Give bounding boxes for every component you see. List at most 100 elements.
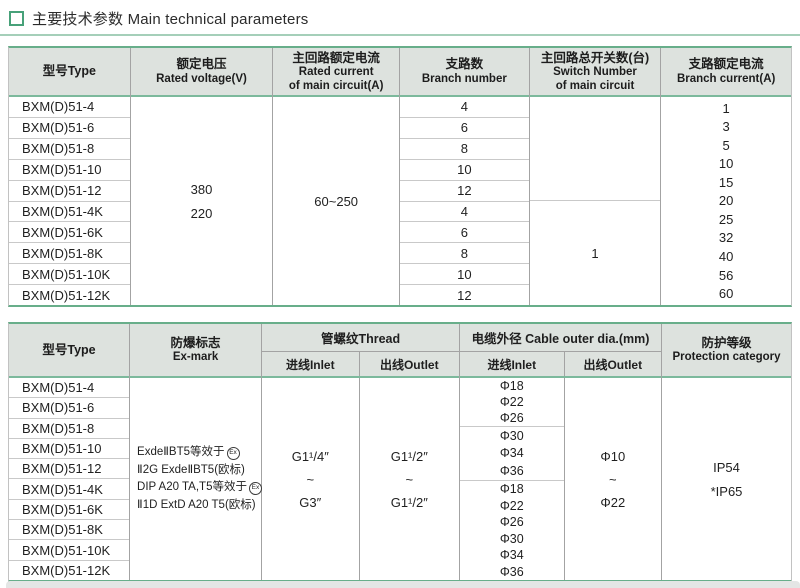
table-row-type: BXM(D)51-4: [9, 97, 130, 118]
ex-mark-line: ExdeⅡBT5等效于 Ex: [137, 444, 261, 462]
branch-number: 8: [400, 243, 529, 265]
header-exmark-en: Ex-mark: [172, 351, 219, 364]
column-rated-voltage: 额定电压 Rated voltage(V) 380 220: [130, 48, 274, 305]
header-rated-voltage: 额定电压 Rated voltage(V): [130, 48, 273, 97]
column-type-2: 型号Type BXM(D)51-4 BXM(D)51-6 BXM(D)51-8 …: [9, 324, 131, 580]
cable-inlet-group: Φ30 Φ34 Φ36: [460, 427, 564, 481]
header-current-zh: 主回路额定电流: [292, 50, 380, 65]
cable-dia-value: Φ22: [600, 494, 626, 510]
branch-number: 6: [400, 222, 529, 244]
header-thread-inlet: 进线Inlet: [262, 352, 360, 376]
ex-mark-text: Ⅱ1D ExtD A20 T5(欧标): [137, 498, 256, 511]
cable-dia-value: Φ22: [499, 498, 524, 513]
thread-range-tilde: ~: [306, 471, 315, 487]
thread-outlet-value: G1¹/2″: [390, 448, 428, 464]
table-row-type: BXM(D)51-12K: [22, 562, 111, 578]
branch-number: 4: [400, 202, 529, 223]
cable-dia-value: Φ10: [600, 448, 626, 464]
protection-value: IP54: [713, 459, 740, 475]
page-bottom-band: [6, 581, 800, 588]
switch-number-cell: 1: [591, 245, 599, 261]
header-voltage-zh: 额定电压: [176, 57, 227, 72]
ex-mark-text: DIP A20 TA,T5等效于: [137, 481, 247, 493]
table-row-type: BXM(D)51-6: [9, 118, 130, 139]
thread-range-tilde: ~: [405, 471, 414, 487]
branch-number: 4: [400, 97, 529, 118]
header-branch-en: Branch number: [421, 72, 507, 85]
branch-current-value: 5: [722, 137, 730, 153]
table-row-type: BXM(D)51-10K: [9, 540, 130, 561]
thread-outlet-value: G1¹/2″: [390, 494, 428, 510]
protection-cell: IP54 *IP65: [662, 378, 791, 580]
cable-dia-value: Φ26: [499, 515, 524, 530]
cable-outlet-cell: Φ10 ~ Φ22: [565, 378, 662, 580]
voltage-cell: 380 220: [131, 97, 273, 305]
table-row-type: BXM(D)51-8K: [9, 243, 130, 265]
type-rows-2: BXM(D)51-4 BXM(D)51-6 BXM(D)51-8 BXM(D)5…: [9, 378, 130, 580]
header-cable-inlet: 进线Inlet: [460, 352, 565, 376]
cable-dia-value: Φ30: [499, 428, 524, 443]
branch-current-value: 10: [718, 156, 734, 172]
header-thread-label: 管螺纹Thread: [262, 324, 460, 352]
ex-mark-text: ExdeⅡBT5等效于: [137, 446, 225, 458]
header-current-en1: Rated current: [298, 65, 374, 78]
section-title: 主要技术参数 Main technical parameters: [0, 0, 800, 34]
branch-number-rows: 4 6 8 10 12 4 6 8 10 12: [400, 97, 529, 305]
cable-dia-value: Φ26: [499, 411, 524, 425]
thread-inlet-cell: G1¹/4″ ~ G3″: [262, 378, 360, 580]
ex-mark-line: Ⅱ2G ExdeⅡBT5(欧标): [137, 462, 261, 480]
column-ex-mark: 防爆标志 Ex-mark ExdeⅡBT5等效于 Ex Ⅱ2G ExdeⅡBT5(…: [130, 324, 263, 580]
header-bcurrent-en: Branch current(A): [676, 72, 776, 85]
table-row-type: BXM(D)51-6: [9, 398, 130, 419]
header-type2-label: 型号Type: [42, 342, 96, 357]
ex-mark-line: DIP A20 TA,T5等效于 Ex: [137, 479, 262, 497]
header-type-label: 型号Type: [42, 64, 96, 79]
table-row-type: BXM(D)51-8: [9, 139, 130, 160]
ex-parameters-table: 型号Type BXM(D)51-4 BXM(D)51-6 BXM(D)51-8 …: [8, 322, 792, 582]
branch-current-value: 32: [718, 230, 734, 246]
table-row-type: BXM(D)51-8: [9, 419, 130, 439]
table-row-type: BXM(D)51-12: [9, 181, 130, 202]
ex-hexagon-icon: Ex: [226, 447, 240, 460]
header-exmark-zh: 防爆标志: [170, 335, 221, 350]
header-cable-outlet: 出线Outlet: [583, 357, 643, 372]
column-group-cable-dia: 电缆外径 Cable outer dia.(mm) 进线Inlet 出线Outl…: [460, 324, 663, 580]
ex-mark-line: Ⅱ1D ExtD A20 T5(欧标): [137, 497, 261, 515]
ex-mark-text: Ⅱ2G ExdeⅡBT5(欧标): [137, 463, 245, 476]
header-branch-current: 支路额定电流 Branch current(A): [661, 48, 791, 97]
table-row-type: BXM(D)51-6K: [9, 500, 130, 521]
branch-number: 8: [400, 139, 529, 160]
header-switch-number: 主回路总开关数(台) Switch Number of main circuit: [529, 48, 661, 97]
branch-current-cell: 1 3 5 10 15 20 25 32 40 56 60: [661, 97, 791, 305]
branch-number: 10: [400, 264, 529, 286]
column-switch-number: 主回路总开关数(台) Switch Number of main circuit…: [529, 48, 662, 305]
cable-inlet-cell: Φ18 Φ22 Φ26 Φ30 Φ34 Φ36 Φ18 Φ22 Φ26 Φ30: [460, 378, 565, 580]
title-underline: [0, 34, 800, 36]
table-row-type: BXM(D)51-10: [9, 160, 130, 181]
cable-dia-value: Φ22: [499, 395, 524, 409]
header-type-2: 型号Type: [9, 324, 130, 378]
main-current-value: 60~250: [314, 193, 359, 209]
header-cable-label: 电缆外径 Cable outer dia.(mm): [460, 324, 662, 352]
cable-range-tilde: ~: [608, 471, 617, 487]
protection-value: *IP65: [710, 483, 743, 499]
column-group-thread: 管螺纹Thread 进线Inlet 出线Outlet G1¹/4″ ~ G3″: [262, 324, 461, 580]
branch-number: 6: [400, 118, 529, 139]
header-bcurrent-zh: 支路额定电流: [688, 57, 764, 72]
header-protection-zh: 防护等级: [701, 335, 752, 350]
cable-dia-value: Φ36: [499, 464, 524, 479]
thread-inlet-value: G3″: [299, 494, 322, 510]
section-bullet-icon: [9, 11, 24, 26]
main-parameters-table: 型号Type BXM(D)51-4 BXM(D)51-6 BXM(D)51-8 …: [8, 46, 792, 307]
cable-dia-value: Φ18: [499, 482, 524, 497]
thread-outlet-cell: G1¹/2″ ~ G1¹/2″: [360, 378, 460, 580]
header-switch-en2: of main circuit: [555, 79, 635, 92]
header-voltage-en: Rated voltage(V): [156, 72, 247, 85]
branch-current-value: 20: [718, 193, 734, 209]
cable-dia-value: Φ34: [499, 548, 524, 563]
table-row-type: BXM(D)51-12: [9, 459, 130, 480]
branch-current-value: 25: [718, 211, 734, 227]
column-branch-current: 支路额定电流 Branch current(A) 1 3 5 10 15 20 …: [661, 48, 791, 305]
cable-dia-value: Φ36: [499, 564, 524, 579]
